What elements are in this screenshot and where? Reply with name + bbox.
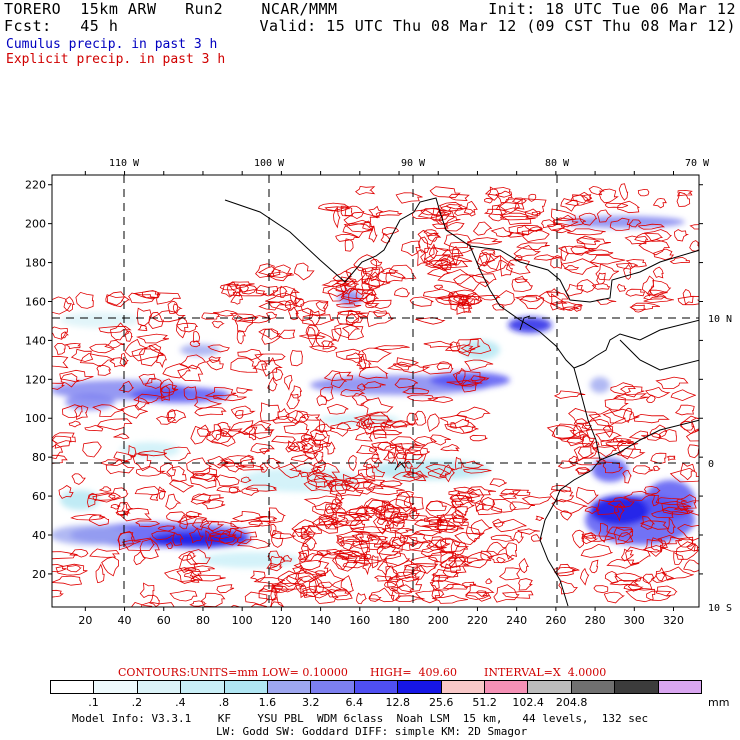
contours-units: UNITS=mm	[190, 666, 259, 679]
lat-lon-grid	[52, 175, 699, 607]
longitude-label: 70 W	[685, 158, 710, 169]
contours-high: HIGH= 409.60	[370, 666, 458, 679]
model-info-line2: LW: Godd SW: Goddard DIFF: simple KM: 2D…	[216, 725, 528, 738]
legend-unit: mm	[708, 696, 730, 709]
forecast-hour: Fcst: 45 h	[4, 17, 119, 35]
x-tick-label: 160	[349, 614, 370, 627]
x-tick-label: 80	[196, 614, 210, 627]
x-tick-label: 20	[78, 614, 92, 627]
latitude-label: 10 N	[708, 314, 732, 325]
legend-label: .2	[131, 696, 143, 709]
y-tick-label: 80	[32, 451, 46, 464]
x-tick-label: 100	[232, 614, 253, 627]
legend-swatch	[224, 681, 269, 693]
x-tick-label: 180	[389, 614, 410, 627]
y-tick-label: 200	[25, 218, 46, 231]
longitude-label: 110 W	[109, 158, 140, 169]
legend-label: 204.8	[555, 696, 588, 709]
x-tick-label: 280	[585, 614, 606, 627]
contours-label: CONTOURS:	[118, 666, 191, 679]
model-info-line1: Model Info: V3.3.1 KF YSU PBL WDM 6class…	[72, 712, 649, 725]
color-legend-labels: .1 .2 .4 .8 1.6 3.2 6.4 12.8 25.6 51.2 102.4 204.8	[50, 696, 702, 709]
y-tick-label: 20	[32, 568, 46, 581]
legend-swatch	[268, 681, 312, 693]
legend-label: 51.2	[472, 696, 497, 709]
legend-label: .4	[175, 696, 186, 709]
longitude-label: 80 W	[545, 158, 570, 169]
y-tick-label: 160	[25, 295, 46, 308]
legend-label: .8	[218, 696, 230, 709]
init-time: Init: 18 UTC Tue 06 Mar 12	[488, 0, 736, 18]
valid-time: Valid: 15 UTC Thu 08 Mar 12 (09 CST Thu …	[259, 17, 736, 35]
x-tick-label: 200	[428, 614, 449, 627]
color-legend-bar	[50, 680, 702, 694]
legend-swatch	[571, 681, 616, 693]
legend-swatch	[441, 681, 486, 693]
legend-swatch	[528, 681, 572, 693]
legend-swatch	[398, 681, 442, 693]
legend-swatch	[181, 681, 225, 693]
legend-label: 1.6	[258, 696, 277, 709]
legend-label: .1	[88, 696, 99, 709]
legend-label: 102.4	[512, 696, 544, 709]
x-tick-label: 120	[271, 614, 292, 627]
latitude-label: 10 S	[708, 603, 732, 614]
y-tick-label: 180	[25, 257, 46, 270]
longitude-label: 100 W	[254, 158, 285, 169]
y-tick-label: 100	[25, 412, 46, 425]
legend-swatch	[94, 681, 138, 693]
y-tick-label: 140	[25, 334, 46, 347]
latitude-label: 0	[708, 459, 714, 470]
legend-swatch	[137, 681, 182, 693]
legend-swatch	[658, 681, 702, 693]
longitude-label: 90 W	[401, 158, 426, 169]
y-tick-label: 120	[25, 373, 46, 386]
x-tick-label: 240	[506, 614, 527, 627]
x-tick-label: 300	[624, 614, 645, 627]
legend-swatch	[485, 681, 529, 693]
legend-swatch	[311, 681, 355, 693]
y-tick-label: 40	[32, 529, 46, 542]
legend-swatch	[615, 681, 659, 693]
title-line1-left: TORERO 15km ARW Run2 NCAR/MMM	[4, 0, 338, 18]
y-tick-label: 220	[25, 179, 46, 192]
plot-frame	[51, 174, 700, 608]
legend-swatch	[51, 681, 95, 693]
coastline	[224, 197, 699, 607]
x-tick-label: 140	[310, 614, 331, 627]
legend-swatch	[354, 681, 399, 693]
x-tick-label: 40	[118, 614, 132, 627]
explicit-legend-text: Explicit precip. in past 3 h	[6, 52, 226, 67]
legend-label: 6.4	[345, 696, 364, 709]
legend-label: 3.2	[302, 696, 320, 709]
x-tick-label: 260	[545, 614, 566, 627]
legend-label: 12.8	[385, 696, 410, 709]
x-tick-label: 320	[663, 614, 684, 627]
legend-label: 25.6	[428, 696, 454, 709]
contours-interval: INTERVAL=X 4.0000	[484, 666, 607, 679]
x-tick-label: 60	[157, 614, 171, 627]
y-tick-label: 60	[32, 490, 46, 503]
x-tick-label: 220	[467, 614, 488, 627]
contours-low: LOW= 0.10000	[262, 666, 348, 679]
cumulus-legend-text: Cumulus precip. in past 3 h	[6, 37, 218, 52]
